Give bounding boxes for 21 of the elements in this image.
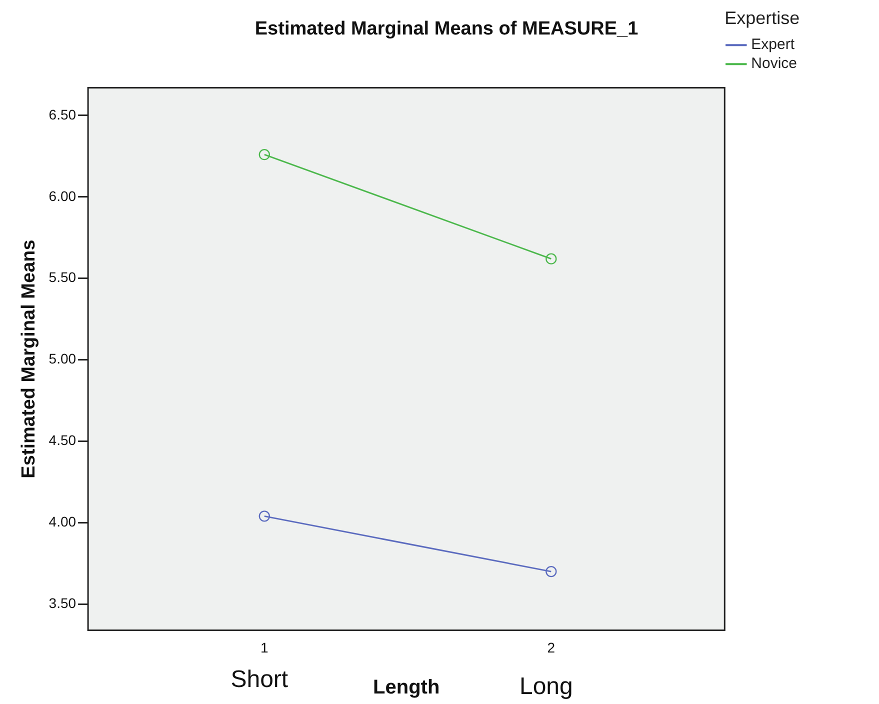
x-axis-title: Length: [373, 676, 440, 699]
y-tick-label: 5.00: [48, 350, 76, 367]
y-axis-title: Estimated Marginal Means: [18, 240, 40, 478]
y-tick-label: 4.00: [48, 514, 76, 530]
point: [258, 148, 270, 160]
text: Short: [230, 666, 288, 693]
y-tick-label: 3.50: [48, 595, 76, 611]
y-tick-label: 5.50: [48, 269, 76, 286]
y-tick-label: 6.50: [48, 106, 76, 122]
text: Long: [519, 672, 573, 700]
legend-title: Expertise: [724, 8, 800, 28]
x-tick-label: 1: [260, 639, 269, 656]
point: [546, 566, 557, 578]
legend-label: Novice: [751, 55, 798, 72]
x-tick-label: 2: [547, 639, 556, 656]
legend-label: Expert: [751, 36, 796, 54]
point: [258, 510, 270, 522]
y-tick-label: 4.50: [48, 432, 76, 448]
y-tick-label: 6.00: [48, 188, 76, 204]
point: [546, 253, 557, 264]
chart-title: Estimated Marginal Means of MEASURE_1: [254, 18, 639, 40]
